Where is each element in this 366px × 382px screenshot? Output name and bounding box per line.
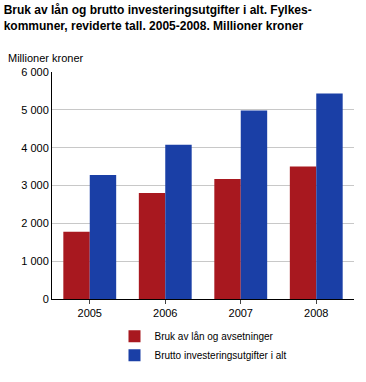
svg-text:5 000: 5 000 [21,104,49,116]
svg-text:4 000: 4 000 [21,142,49,154]
svg-text:Bruk av lån og avsetninger: Bruk av lån og avsetninger [155,331,274,342]
svg-text:3 000: 3 000 [21,179,49,191]
svg-text:1 000: 1 000 [21,255,49,267]
svg-text:0: 0 [43,293,49,305]
svg-text:2008: 2008 [304,307,328,319]
svg-text:2 000: 2 000 [21,217,49,229]
svg-text:6 000: 6 000 [21,66,49,78]
svg-text:2005: 2005 [78,307,102,319]
svg-text:Millioner kroner: Millioner kroner [8,52,84,64]
svg-text:Brutto investeringsutgifter i: Brutto investeringsutgifter i alt [155,350,287,361]
svg-text:2007: 2007 [229,307,253,319]
svg-text:2006: 2006 [153,307,177,319]
svg-text:Bruk av lån og brutto invester: Bruk av lån og brutto investeringsutgift… [4,3,312,33]
